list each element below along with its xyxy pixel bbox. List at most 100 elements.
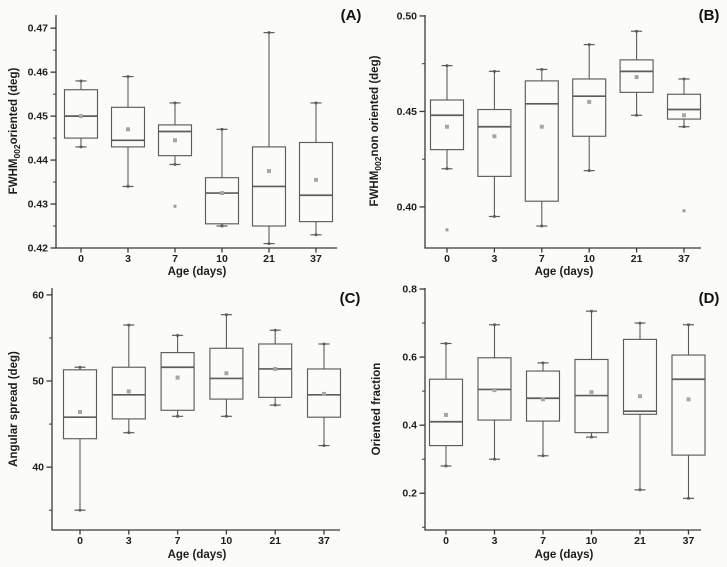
x-tick-label: 21 [269, 535, 281, 547]
mean-marker [682, 113, 686, 118]
extreme-marker [638, 321, 642, 325]
box [428, 378, 464, 447]
y-tick-label: 0.44 [28, 155, 49, 167]
extreme-marker [126, 75, 130, 78]
extreme-marker [635, 113, 638, 117]
extreme-marker [687, 323, 690, 327]
mean-marker [686, 397, 691, 402]
y-tick-label: 40 [32, 462, 44, 474]
panel-label: (C) [340, 290, 361, 307]
mean-marker [589, 390, 594, 395]
extreme-marker [587, 43, 591, 46]
y-tick-label: 0.40 [397, 201, 418, 213]
mean-marker [126, 389, 131, 394]
box [111, 366, 146, 420]
extreme-marker [79, 79, 83, 83]
extreme-marker [322, 342, 326, 346]
box [209, 347, 244, 400]
x-tick-label: 10 [221, 535, 233, 547]
extreme-marker [314, 233, 318, 237]
box [110, 106, 146, 148]
box [63, 89, 99, 139]
box [62, 369, 98, 440]
axes [51, 288, 340, 531]
x-tick-label: 0 [78, 253, 84, 265]
y-tick-label: 0.46 [28, 67, 49, 79]
box [157, 124, 193, 157]
panel-label: (B) [699, 7, 720, 24]
y-axis-title: FWHM002oriented (deg) [8, 68, 22, 195]
y-tick-label: 0.8 [402, 284, 417, 296]
extreme-marker [493, 457, 496, 461]
box [477, 108, 512, 177]
box [572, 78, 607, 137]
x-tick-label: 0 [443, 535, 449, 547]
x-tick-label: 21 [631, 253, 643, 265]
y-tick-label: 0.50 [397, 10, 418, 22]
panel-label: (D) [699, 290, 720, 307]
x-tick-label: 7 [172, 253, 178, 265]
panel-label: (A) [341, 7, 362, 24]
x-tick-label: 37 [683, 535, 695, 547]
x-tick-label: 0 [77, 535, 83, 547]
extreme-marker [493, 215, 496, 218]
mean-marker [539, 124, 544, 129]
x-tick-label: 3 [491, 253, 497, 265]
extreme-marker [220, 128, 224, 131]
y-tick-label: 0.4 [402, 420, 417, 432]
mean-marker [126, 127, 130, 132]
y-tick-label: 0.43 [28, 199, 49, 211]
x-tick-label: 37 [678, 253, 690, 265]
y-tick-label: 0.42 [28, 243, 49, 255]
extreme-marker [220, 224, 224, 228]
extreme-marker [493, 70, 496, 73]
box [619, 59, 654, 93]
x-tick-label: 3 [126, 535, 132, 547]
extreme-marker [635, 29, 638, 33]
box [524, 80, 559, 202]
x-tick-label: 10 [586, 535, 598, 547]
mean-marker [638, 394, 642, 399]
extreme-marker [444, 342, 448, 345]
x-tick-label: 0 [444, 253, 450, 265]
y-tick-label: 60 [32, 289, 44, 301]
extreme-marker [445, 64, 449, 67]
extreme-marker [493, 323, 496, 327]
extreme-marker [273, 403, 277, 407]
extreme-marker [590, 435, 593, 439]
outlier-point [682, 209, 686, 213]
mean-marker [322, 391, 326, 396]
mean-marker [220, 191, 224, 196]
mean-marker [587, 99, 592, 104]
mean-marker [224, 371, 229, 376]
x-axis-title: Age (days) [535, 266, 594, 278]
box [525, 370, 561, 422]
box [298, 141, 334, 223]
extreme-marker [173, 101, 177, 105]
extreme-marker [126, 185, 130, 188]
box [429, 99, 465, 151]
extreme-marker [687, 497, 690, 500]
extreme-marker [267, 31, 271, 34]
mean-marker [267, 169, 271, 174]
x-tick-label: 7 [175, 535, 181, 547]
box [204, 177, 240, 225]
mean-marker [492, 388, 497, 393]
x-tick-label: 21 [263, 253, 275, 265]
y-tick-label: 0.2 [402, 488, 417, 500]
x-tick-label: 37 [310, 253, 322, 265]
extreme-marker [322, 444, 326, 447]
y-axis-title: FWHM002non oriented (deg) [369, 55, 383, 206]
extreme-marker [78, 508, 82, 512]
extreme-marker [127, 431, 131, 434]
extreme-marker [682, 77, 686, 81]
axes [424, 15, 701, 249]
x-tick-label: 7 [540, 535, 546, 547]
axes [55, 15, 337, 249]
box [671, 354, 706, 456]
